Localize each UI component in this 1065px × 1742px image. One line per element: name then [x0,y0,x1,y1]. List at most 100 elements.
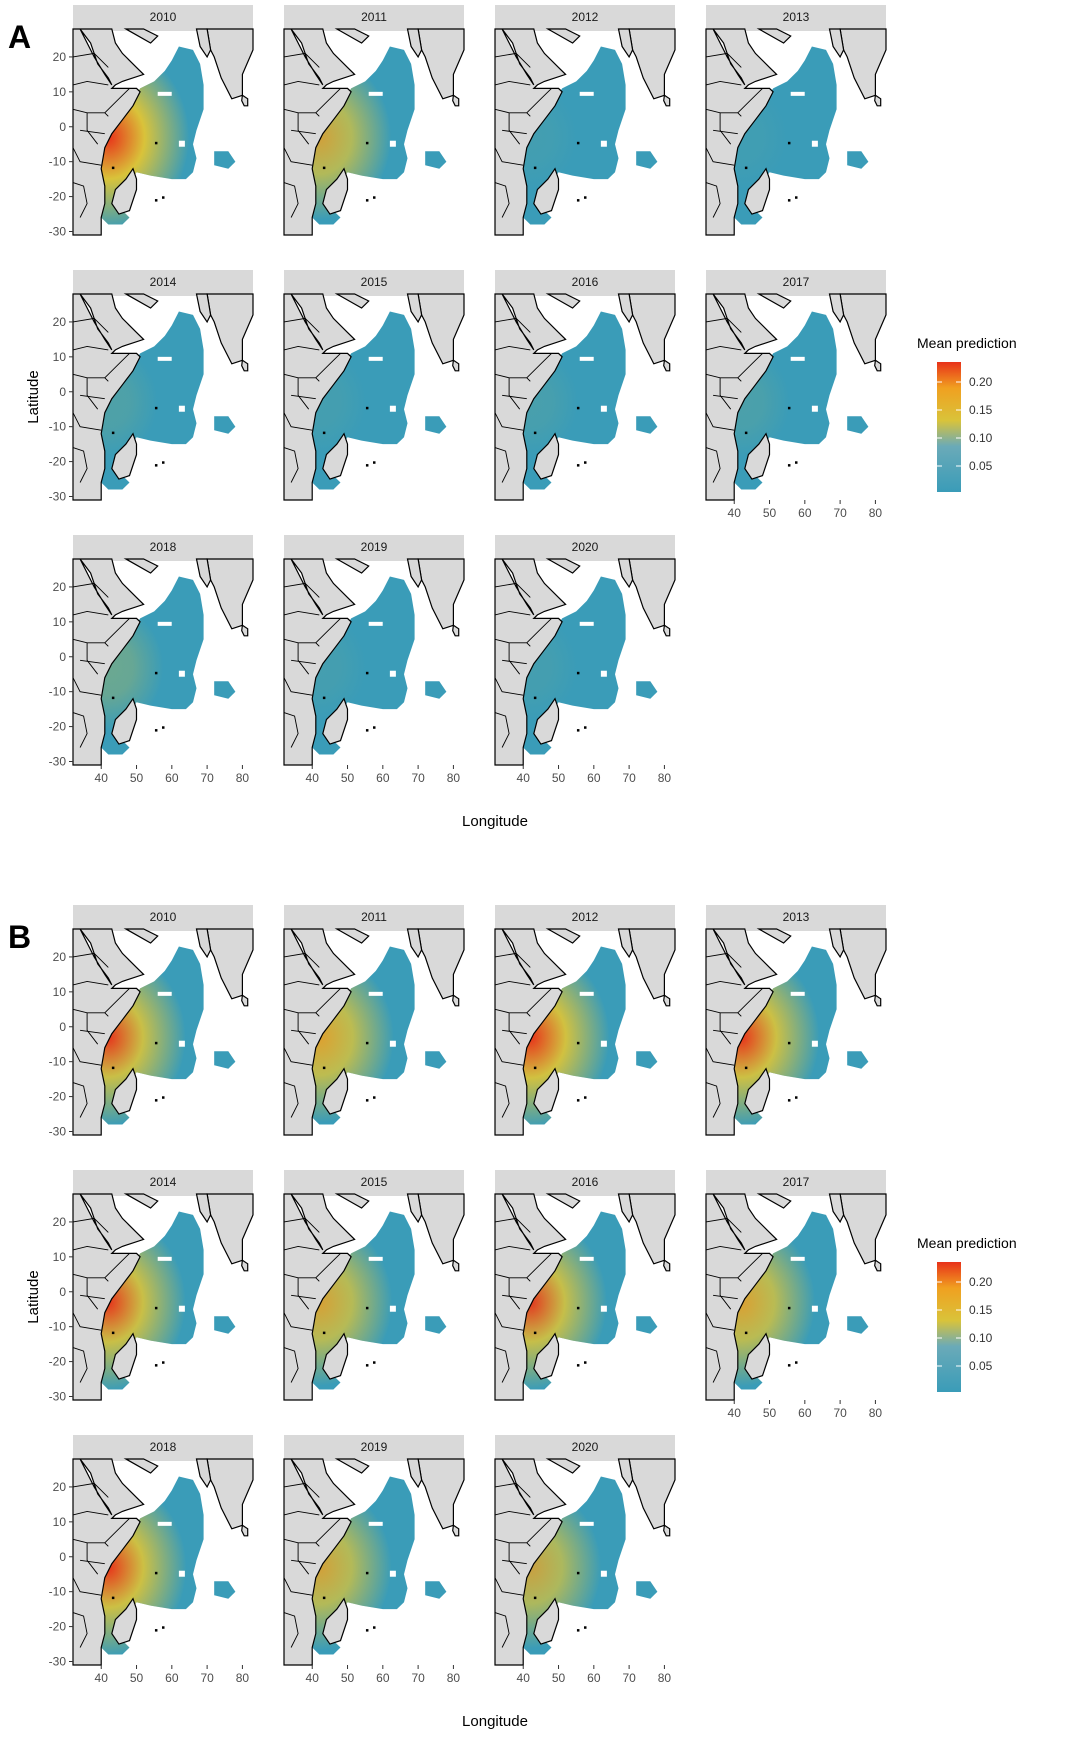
country-border [713,129,738,135]
country-border [494,1510,531,1516]
island-patch [425,151,447,169]
country-border [502,129,527,135]
country-border [86,1542,99,1575]
panel-letter: B [8,919,31,955]
y-tick-label: 0 [59,1020,66,1034]
facet-strip [284,905,464,929]
land-mass [283,558,356,766]
island-patch [214,1051,236,1069]
legend-title: Mean prediction [917,1235,1017,1251]
map-facet: 2010 [72,5,254,236]
map-area [283,1193,465,1401]
country-border [283,412,313,431]
country-border [494,980,531,986]
land-mass [545,928,581,944]
x-tick-label: 40 [517,1671,531,1685]
island-patch [636,416,658,434]
red-sea [79,1458,113,1516]
land-mass [123,928,159,944]
y-tick-label: 0 [59,650,66,664]
country-border [291,659,316,665]
country-border [283,712,299,748]
y-tick-label: 10 [53,1250,67,1264]
red-sea [290,28,324,86]
land-mass [828,293,845,324]
country-border [494,1273,531,1282]
facet-year-label: 2017 [783,1175,810,1189]
country-border [283,952,320,968]
y-tick-label: 0 [59,1285,66,1299]
country-border [283,1217,320,1233]
country-border [80,659,105,665]
madagascar [533,167,560,215]
madagascar [322,1597,349,1645]
y-tick-label: 10 [53,615,67,629]
country-border [104,618,130,644]
y-tick-label: -10 [49,685,67,699]
x-tick-label: 80 [447,1671,461,1685]
map-area [283,1458,465,1666]
facet-strip [495,535,675,559]
country-border [705,980,742,986]
country-border [283,1047,313,1066]
country-border [72,147,102,166]
country-border [494,582,531,598]
country-border [283,1538,320,1547]
country-border [283,1510,320,1516]
facet-year-label: 2010 [150,910,177,924]
red-sea [290,1458,324,1516]
x-tick-label: 60 [798,506,812,520]
red-sea [290,293,324,351]
legend-colorbar [937,1262,961,1392]
x-tick-label: 60 [798,1406,812,1420]
map-area [494,293,676,501]
land-mass [406,28,423,59]
land-mass [839,28,887,100]
sri-lanka [874,994,882,1007]
x-tick-label: 50 [552,1671,566,1685]
land-mass [417,558,465,630]
y-tick-label: -20 [49,455,67,469]
panel-letter: A [8,19,31,55]
sri-lanka [874,94,882,107]
map-area [72,28,254,236]
country-border [315,1518,341,1544]
sri-lanka [452,359,460,372]
red-sea [290,558,324,616]
x-tick-label: 40 [728,1406,742,1420]
country-border [72,1312,102,1331]
island-patch [214,681,236,699]
island-patch [847,1316,869,1334]
country-border [705,412,735,431]
map-area [494,1458,676,1666]
x-axis-title: Longitude [462,813,528,830]
land-mass [545,293,581,309]
country-border [86,642,99,675]
country-border [104,88,130,114]
country-border [283,1082,299,1118]
land-mass [628,28,676,100]
country-border [104,1518,130,1544]
x-tick-label: 60 [376,771,390,785]
madagascar [533,1332,560,1380]
map-area [494,1193,676,1401]
island-patch [214,151,236,169]
x-tick-label: 40 [728,506,742,520]
land-mass [705,928,778,1136]
island-patch [214,1581,236,1599]
red-sea [501,28,535,86]
x-tick-label: 80 [658,771,672,785]
country-border [283,677,313,696]
land-mass [406,1193,423,1224]
sri-lanka [452,624,460,637]
land-mass [705,1193,778,1401]
island-patch [425,1051,447,1069]
x-axis-title: Longitude [462,1713,528,1730]
madagascar [322,1332,349,1380]
country-border [297,642,310,675]
map-area [705,928,887,1136]
map-area [72,1458,254,1666]
red-sea [290,928,324,986]
y-axis-title: Latitude [25,370,42,423]
country-border [494,638,531,647]
